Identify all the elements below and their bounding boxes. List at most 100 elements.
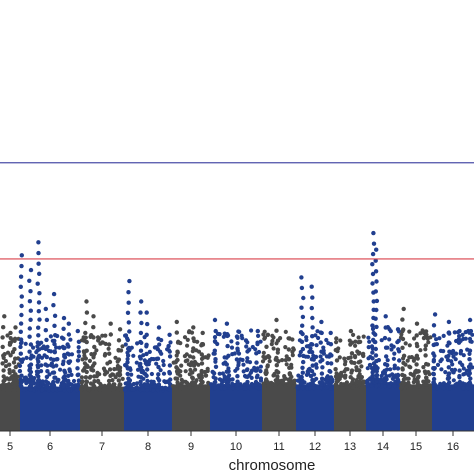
peak-point: [84, 348, 89, 353]
data-point: [312, 385, 317, 391]
peak-point: [0, 344, 5, 350]
data-point: [71, 378, 77, 384]
data-point: [100, 388, 105, 393]
data-point: [422, 335, 427, 340]
peak-point: [27, 377, 32, 382]
peak-point: [423, 353, 428, 358]
peak-point: [127, 329, 132, 334]
peak-point: [92, 379, 97, 384]
peak-point: [144, 342, 149, 347]
peak-point: [83, 375, 89, 380]
peak-point: [36, 261, 41, 266]
data-point: [158, 368, 163, 373]
data-point: [56, 377, 61, 382]
peak-point: [107, 367, 113, 372]
peak-point: [7, 342, 13, 347]
chromosome-6-band: [20, 386, 80, 431]
data-point: [412, 336, 417, 341]
peak-point: [12, 347, 17, 352]
peak-point: [107, 351, 112, 356]
peak-point: [400, 317, 405, 322]
peak-point: [117, 327, 123, 332]
peak-point: [456, 340, 462, 345]
peak-point: [91, 382, 96, 387]
peak-point: [53, 333, 58, 338]
peak-point: [309, 369, 315, 374]
data-point: [324, 337, 329, 343]
peak-point: [213, 328, 218, 334]
peak-point: [349, 368, 355, 373]
peak-point: [167, 363, 173, 368]
data-point: [341, 386, 346, 391]
data-point: [451, 378, 456, 383]
peak-point: [138, 330, 144, 336]
peak-point: [468, 376, 473, 381]
data-point: [103, 333, 108, 338]
data-point: [229, 339, 234, 344]
peak-point: [374, 307, 379, 313]
peak-point: [414, 362, 419, 367]
data-point: [183, 386, 189, 391]
data-point: [241, 369, 246, 374]
peak-point: [6, 382, 12, 387]
peak-point: [116, 357, 122, 362]
peak-point: [36, 309, 41, 314]
peak-point: [424, 361, 429, 367]
data-point: [182, 335, 188, 340]
peak-point: [138, 310, 143, 315]
peak-point: [265, 364, 270, 369]
data-point: [154, 361, 159, 366]
data-point: [129, 372, 134, 377]
data-point: [379, 338, 384, 343]
peak-point: [125, 337, 130, 343]
peak-point: [383, 362, 388, 367]
peak-point: [432, 312, 438, 317]
peak-point: [36, 300, 42, 305]
peak-point: [447, 349, 452, 354]
data-point: [407, 343, 412, 348]
data-point: [219, 378, 224, 383]
data-point: [366, 335, 371, 340]
data-point: [388, 381, 394, 386]
data-point: [409, 384, 414, 389]
peak-point: [35, 365, 41, 370]
peak-point: [301, 295, 306, 301]
peak-point: [275, 374, 280, 379]
peak-point: [400, 345, 405, 350]
peak-point: [287, 365, 292, 370]
peak-point: [274, 363, 279, 368]
peak-point: [52, 323, 57, 328]
data-point: [337, 355, 342, 360]
peak-point: [35, 340, 40, 345]
peak-point: [174, 330, 179, 335]
peak-point: [310, 363, 315, 368]
peak-point: [446, 319, 452, 325]
peak-point: [44, 382, 50, 388]
data-point: [359, 364, 364, 369]
peak-point: [211, 371, 217, 376]
peak-point: [327, 368, 332, 374]
data-point: [439, 367, 444, 372]
data-point: [113, 355, 118, 360]
peak-point: [126, 380, 131, 385]
peak-point: [334, 379, 340, 384]
peak-point: [66, 373, 71, 378]
peak-point: [373, 346, 378, 352]
peak-point: [51, 357, 56, 362]
peak-point: [18, 329, 23, 334]
x-axis-ticks: 5 6 7 8 9 10 11 12 13 14 15 16: [7, 431, 459, 453]
data-point: [382, 384, 387, 389]
peak-point: [1, 368, 6, 373]
peak-point: [139, 320, 144, 326]
peak-point: [318, 330, 323, 335]
data-point: [193, 367, 198, 372]
data-point: [161, 358, 166, 364]
peak-point: [401, 306, 406, 312]
peak-point: [155, 347, 160, 352]
data-point: [291, 347, 296, 352]
data-point: [183, 359, 188, 364]
peak-point: [1, 325, 6, 330]
data-point: [461, 353, 466, 358]
peak-point: [226, 353, 231, 358]
peak-point: [415, 375, 421, 380]
